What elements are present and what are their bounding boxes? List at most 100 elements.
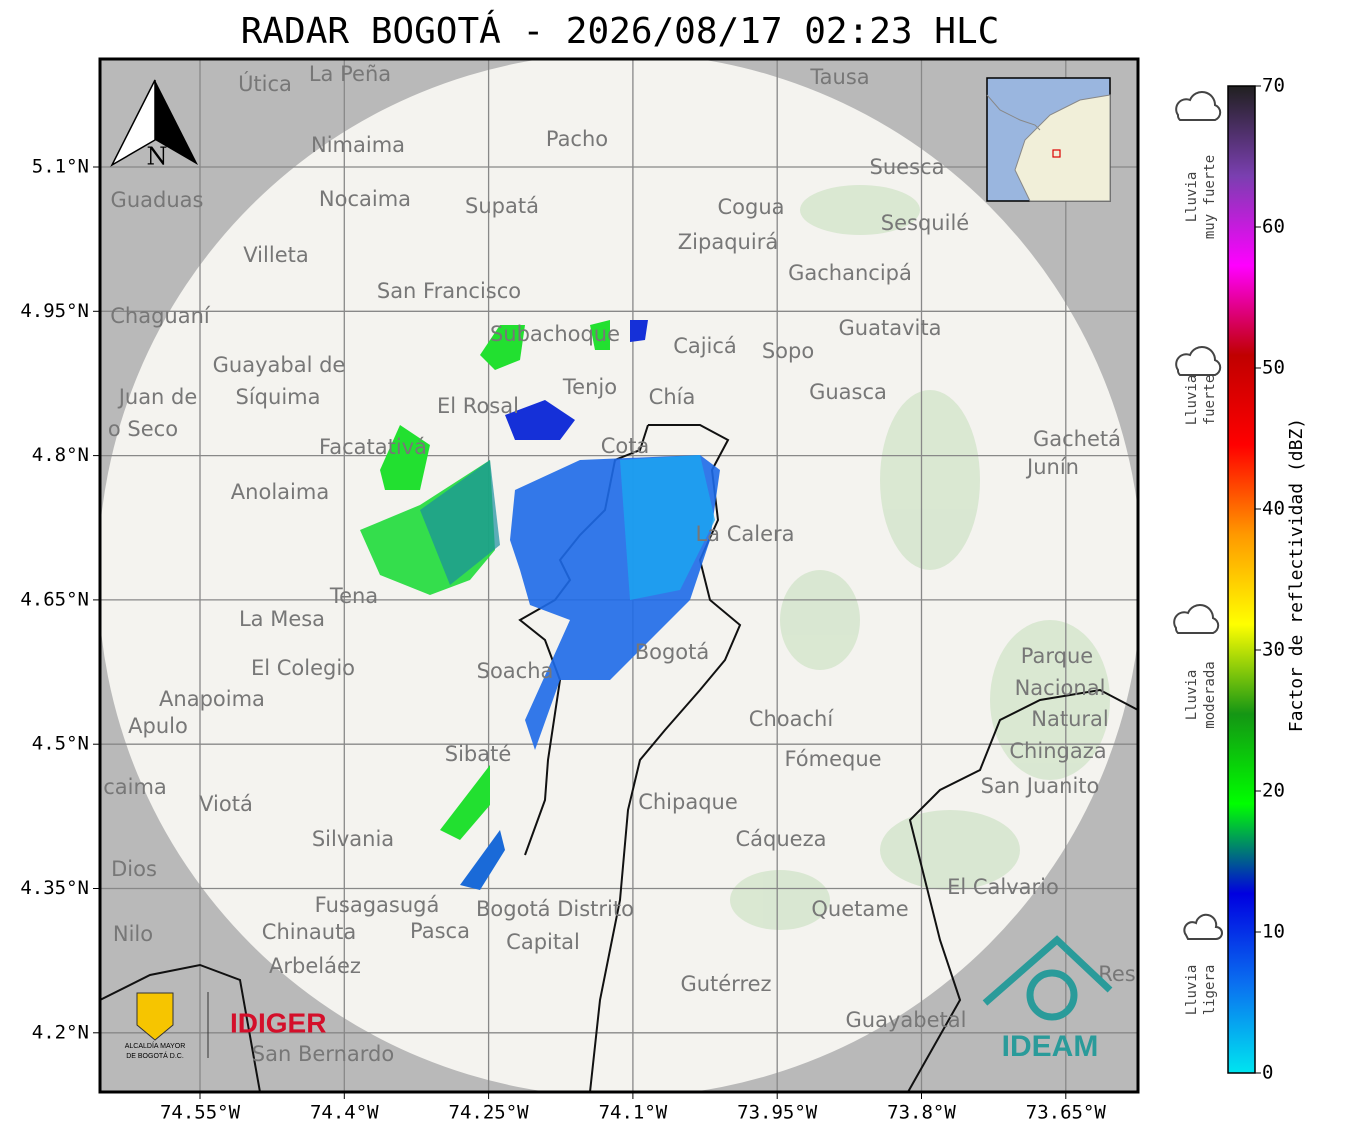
place-label: o Seco [108, 417, 178, 441]
place-label: Cajicá [673, 334, 737, 358]
inset-map [986, 77, 1111, 202]
place-label: Suesca [870, 155, 945, 179]
colorbar [1227, 85, 1256, 1074]
place-label: Guatavita [839, 316, 942, 340]
place-label: caima [103, 775, 167, 799]
place-label: San Juanito [981, 774, 1100, 798]
terrain [730, 185, 1110, 930]
place-label: Gutérrez [680, 972, 771, 996]
place-label: Choachí [749, 707, 835, 731]
rain-level-label: moderada [1202, 661, 1218, 728]
rain-level-label: Lluvia [1184, 965, 1200, 1016]
lat-tick-label: 5.1°N [32, 156, 89, 178]
map-frame [98, 57, 1140, 1094]
place-label: El Calvario [947, 875, 1059, 899]
place-label: Supatá [465, 194, 539, 218]
place-label: Cogua [717, 195, 784, 219]
place-label: Zipaquirá [678, 230, 778, 254]
alcaldia-line1: ALCALDÍA MAYOR [125, 1041, 186, 1050]
place-label: Fómeque [784, 747, 881, 771]
place-label: Sopo [762, 339, 814, 363]
lon-tick-label: 74.1°W [599, 1102, 668, 1124]
place-label: Bogotá [635, 640, 710, 664]
place-label: Bogotá Distrito [476, 897, 634, 921]
place-label: Guayabal de [213, 353, 346, 377]
place-label: Facatativá [319, 435, 427, 459]
place-label: Anapoima [159, 687, 265, 711]
place-label: La Mesa [239, 607, 325, 631]
place-label: Chaguaní [110, 304, 211, 328]
place-label: Parque [1021, 644, 1093, 668]
lat-tick-label: 4.2°N [32, 1021, 89, 1043]
place-label: Nacional [1015, 676, 1106, 700]
place-label: Nocaima [319, 187, 411, 211]
place-label: Fusagasugá [315, 893, 440, 917]
lon-tick-label: 74.4°W [310, 1102, 379, 1124]
north-arrow: N [110, 79, 198, 171]
place-label: Cota [601, 434, 650, 458]
place-label: Soacha [477, 659, 554, 683]
place-label: El Rosal [437, 394, 519, 418]
ideam-text: IDEAM [1002, 1030, 1099, 1063]
lat-tick-label: 4.8°N [32, 444, 89, 466]
place-label: Pacho [546, 127, 608, 151]
north-label: N [147, 143, 168, 171]
place-label: Útica [238, 71, 292, 96]
place-label: Tena [329, 584, 378, 608]
lon-tick-label: 73.8°W [887, 1102, 956, 1124]
place-label: Guaduas [111, 188, 204, 212]
colorbar-tick-label: 10 [1262, 921, 1285, 943]
lon-tick-label: 74.55°W [160, 1102, 241, 1124]
map: Útica La Peña Tausa Pacho Nimaima Guaduas Noca… [100, 59, 1138, 1092]
lat-tick-label: 4.65°N [20, 588, 89, 610]
place-label: Cáqueza [736, 827, 827, 851]
idiger-logo: IDIGER [230, 1007, 326, 1038]
place-label: Viotá [199, 792, 253, 816]
place-label: Silvania [312, 827, 394, 851]
rain-icons [1173, 91, 1223, 940]
rain-level-label: muy fuerte [1202, 155, 1218, 239]
place-label: Dios [111, 857, 157, 881]
colorbar-tick-label: 0 [1262, 1062, 1273, 1084]
radar-echoes [360, 320, 720, 890]
place-label: Subachoque [490, 322, 620, 346]
place-label: Natural [1031, 707, 1108, 731]
lon-tick-label: 73.65°W [1026, 1102, 1107, 1124]
place-label: Guayabetal [846, 1008, 967, 1032]
place-label: Arbeláez [269, 954, 361, 978]
rain-level-label: Lluvia [1184, 375, 1200, 426]
colorbar-tick-label: 40 [1262, 498, 1285, 520]
lat-tick-label: 4.5°N [32, 733, 89, 755]
place-label: Chinauta [262, 920, 356, 944]
title: RADAR BOGOTÁ - 2026/08/17 02:23 HLC [241, 10, 1000, 52]
place-label: El Colegio [251, 656, 355, 680]
colorbar-axis: 0 10 20 30 40 50 60 70 [1255, 75, 1285, 1084]
place-label: Tenjo [562, 375, 617, 399]
place-label: Junín [1025, 455, 1079, 479]
colorbar-tick-label: 20 [1262, 780, 1285, 802]
colorbar-tick-label: 60 [1262, 216, 1285, 238]
rain-level-label: Lluvia [1184, 172, 1200, 223]
lat-tick-label: 4.35°N [20, 877, 89, 899]
alcaldia-logo: ALCALDÍA MAYOR DE BOGOTÁ D.C. [125, 992, 209, 1060]
lon-tick-label: 74.25°W [449, 1102, 530, 1124]
colorbar-tick-label: 50 [1262, 357, 1285, 379]
rain-level-label: Lluvia [1184, 670, 1200, 721]
place-label: Chía [649, 385, 696, 409]
place-label: Villeta [243, 243, 308, 267]
colorbar-label: Factor de reflectividad (dBZ) [1286, 418, 1307, 732]
place-label: La Calera [695, 522, 794, 546]
place-label: Pasca [410, 919, 470, 943]
rain-level-label: fuerte [1202, 375, 1218, 426]
place-label: Gachancipá [788, 261, 912, 285]
place-label: Guasca [809, 380, 887, 404]
place-label: Anolaima [231, 480, 329, 504]
place-label: Chingaza [1009, 739, 1106, 763]
place-labels: Útica La Peña Tausa Pacho Nimaima Guaduas Noca… [103, 62, 1136, 1066]
place-label: Nilo [113, 922, 153, 946]
place-label: Capital [506, 930, 580, 954]
place-label: Juan de [117, 385, 198, 409]
axes: 74.55°W 74.4°W 74.25°W 74.1°W 73.95°W 73.8°W 7… [20, 156, 1106, 1124]
